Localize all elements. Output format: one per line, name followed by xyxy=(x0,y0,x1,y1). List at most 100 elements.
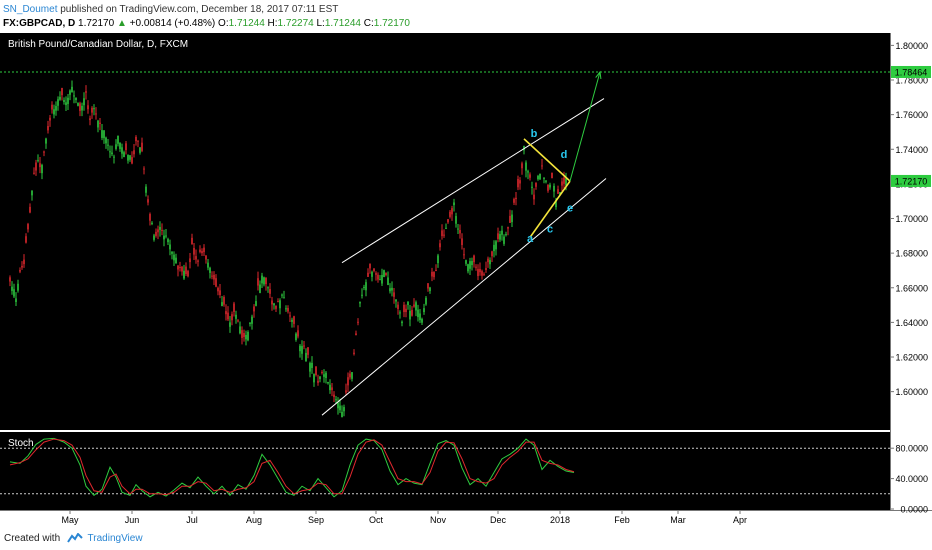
candle xyxy=(311,356,313,374)
candle-body xyxy=(247,331,249,341)
candle xyxy=(527,169,529,180)
stoch-axis-ticks: 0.0000 40.0000 80.0000 xyxy=(890,444,928,515)
candle xyxy=(115,139,117,151)
candle-body xyxy=(421,318,423,323)
candle xyxy=(337,397,339,415)
candle-body xyxy=(115,144,117,149)
candle-body xyxy=(443,234,445,236)
candle-body xyxy=(251,316,253,324)
author-link[interactable]: SN_Doumet xyxy=(3,4,58,15)
candle xyxy=(93,104,95,116)
candle-body xyxy=(97,120,99,128)
candle xyxy=(385,272,387,277)
candle xyxy=(427,283,429,292)
candle xyxy=(215,274,217,288)
wave-label-b: b xyxy=(531,128,538,140)
candle xyxy=(501,225,503,241)
candle-body xyxy=(153,235,155,240)
candle-body xyxy=(13,289,15,297)
candle-body xyxy=(93,108,95,110)
candle xyxy=(129,154,131,162)
candle xyxy=(341,405,343,418)
candle-body xyxy=(187,271,189,277)
candle xyxy=(233,301,235,317)
candle xyxy=(541,158,543,170)
open-label: O: xyxy=(218,18,229,29)
candle-body xyxy=(525,162,527,171)
stoch-line-k xyxy=(9,437,575,498)
candle xyxy=(299,343,301,358)
last-price: 1.72170 xyxy=(78,18,115,29)
candle-body xyxy=(27,224,29,230)
candle xyxy=(379,275,381,281)
chart-title: British Pound/Canadian Dollar, D, FXCM xyxy=(8,39,188,50)
candle-body xyxy=(399,312,401,314)
candle-body xyxy=(461,238,463,245)
candle xyxy=(519,177,521,190)
candle-body xyxy=(553,185,555,192)
candle xyxy=(347,372,349,392)
target-price-tag-bg xyxy=(891,65,931,78)
candle-body xyxy=(103,130,105,139)
candle xyxy=(199,245,201,254)
candle-body xyxy=(563,177,565,184)
candle xyxy=(389,283,391,294)
candle-body xyxy=(189,258,191,263)
candle xyxy=(371,270,373,282)
candle xyxy=(305,348,307,362)
arrow-head-icon xyxy=(595,70,602,80)
candle xyxy=(399,310,401,319)
candle-body xyxy=(367,272,369,277)
candle-body xyxy=(295,333,297,340)
candle xyxy=(327,381,329,385)
stoch-title: Stoch xyxy=(8,438,34,449)
candle-body xyxy=(383,270,385,278)
candle xyxy=(401,320,403,327)
candle xyxy=(529,172,531,181)
candle xyxy=(323,369,325,383)
candle-body xyxy=(405,308,407,313)
candle xyxy=(11,281,13,295)
wave-label-c: c xyxy=(547,223,553,235)
candle-body xyxy=(423,308,425,313)
candle-body xyxy=(541,165,543,167)
candle xyxy=(75,97,77,104)
candle xyxy=(355,330,357,336)
candle-body xyxy=(253,306,255,312)
candle xyxy=(73,90,75,104)
candle-body xyxy=(263,277,265,285)
candle xyxy=(445,223,447,230)
wave-label-e: e xyxy=(567,203,573,215)
candle-body xyxy=(269,289,271,294)
candle xyxy=(87,100,89,114)
candle-body xyxy=(357,321,359,323)
candle-body xyxy=(91,107,93,113)
candle xyxy=(121,143,123,159)
candle-body xyxy=(131,157,133,164)
candle xyxy=(45,137,47,149)
candle xyxy=(457,223,459,235)
candle xyxy=(425,295,427,306)
candle-body xyxy=(85,91,87,93)
candle-body xyxy=(195,256,197,260)
time-axis-ticks: May Jun Jul Aug Sep Oct Nov Dec 2018 Feb Mar Apr xyxy=(61,510,747,525)
candle-body xyxy=(77,103,79,106)
candles xyxy=(9,80,567,418)
candle-body xyxy=(533,194,535,200)
candle-body xyxy=(437,255,439,264)
candle-body xyxy=(499,234,501,240)
tradingview-brand-link[interactable]: TradingView xyxy=(87,533,143,544)
candle xyxy=(281,293,283,299)
candle xyxy=(421,317,423,326)
candle-body xyxy=(29,206,31,213)
candle xyxy=(41,163,43,180)
candle-body xyxy=(337,402,339,409)
candle-body xyxy=(519,180,521,184)
candle xyxy=(339,398,341,413)
time-tick-label: Jul xyxy=(186,515,198,525)
candle-body xyxy=(417,309,419,318)
candle-body xyxy=(121,147,123,154)
candle-body xyxy=(147,199,149,203)
candle-body xyxy=(83,98,85,106)
candle-body xyxy=(375,273,377,275)
